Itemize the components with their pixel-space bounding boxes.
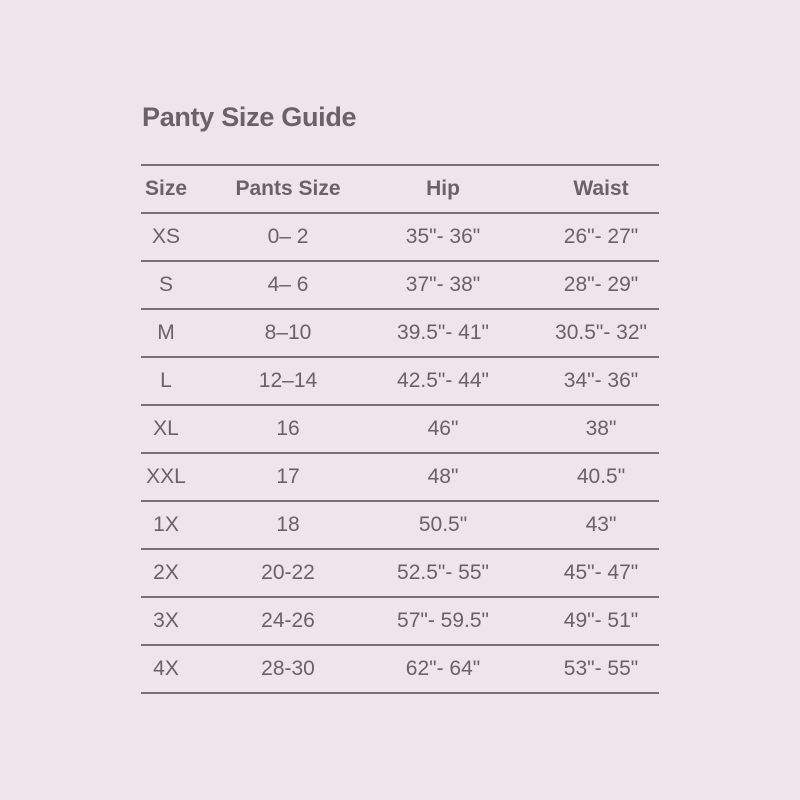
cell-size: 4X bbox=[153, 657, 179, 680]
size-table: Size Pants Size Hip Waist XS 0– 2 35"- 36"… bbox=[141, 164, 659, 694]
table-row: XXL 17 48" 40.5" bbox=[141, 452, 659, 500]
table-row: L 12–14 42.5"- 44" 34"- 36" bbox=[141, 356, 659, 404]
table-row: S 4– 6 37"- 38" 28"- 29" bbox=[141, 260, 659, 308]
header-size: Size bbox=[144, 177, 188, 200]
cell-waist: 38" bbox=[585, 417, 617, 440]
cell-hip: 52.5"- 55" bbox=[397, 561, 489, 584]
cell-size: M bbox=[157, 321, 175, 344]
cell-pants-size: 24-26 bbox=[261, 609, 315, 632]
cell-pants-size: 4– 6 bbox=[267, 273, 309, 296]
cell-hip: 50.5" bbox=[418, 513, 468, 536]
cell-hip: 35"- 36" bbox=[405, 225, 481, 248]
cell-size: XL bbox=[153, 417, 179, 440]
cell-pants-size: 28-30 bbox=[261, 657, 315, 680]
header-waist: Waist bbox=[573, 177, 629, 200]
cell-pants-size: 0– 2 bbox=[267, 225, 309, 248]
cell-hip: 39.5"- 41" bbox=[397, 321, 489, 344]
cell-pants-size: 17 bbox=[276, 465, 300, 488]
cell-waist: 34"- 36" bbox=[563, 369, 639, 392]
table-row: XL 16 46" 38" bbox=[141, 404, 659, 452]
cell-hip: 62"- 64" bbox=[405, 657, 481, 680]
cell-pants-size: 18 bbox=[276, 513, 300, 536]
table-header-row: Size Pants Size Hip Waist bbox=[141, 164, 659, 212]
cell-waist: 28"- 29" bbox=[563, 273, 639, 296]
cell-waist: 45"- 47" bbox=[563, 561, 639, 584]
cell-size: S bbox=[158, 273, 174, 296]
cell-waist: 40.5" bbox=[576, 465, 626, 488]
header-pants-size: Pants Size bbox=[235, 177, 341, 200]
table-row: 2X 20-22 52.5"- 55" 45"- 47" bbox=[141, 548, 659, 596]
cell-size: XS bbox=[151, 225, 181, 248]
cell-hip: 48" bbox=[427, 465, 459, 488]
table-row: XS 0– 2 35"- 36" 26"- 27" bbox=[141, 212, 659, 260]
cell-size: L bbox=[160, 369, 172, 392]
cell-pants-size: 16 bbox=[276, 417, 300, 440]
cell-waist: 49"- 51" bbox=[563, 609, 639, 632]
table-row: 4X 28-30 62"- 64" 53"- 55" bbox=[141, 644, 659, 694]
cell-hip: 46" bbox=[427, 417, 459, 440]
cell-waist: 53"- 55" bbox=[563, 657, 639, 680]
table-row: M 8–10 39.5"- 41" 30.5"- 32" bbox=[141, 308, 659, 356]
table-row: 3X 24-26 57"- 59.5" 49"- 51" bbox=[141, 596, 659, 644]
cell-size: 3X bbox=[153, 609, 179, 632]
cell-pants-size: 8–10 bbox=[264, 321, 312, 344]
header-hip: Hip bbox=[426, 177, 460, 200]
cell-pants-size: 12–14 bbox=[258, 369, 318, 392]
cell-size: XXL bbox=[146, 465, 186, 488]
cell-size: 1X bbox=[153, 513, 179, 536]
page-title: Panty Size Guide bbox=[142, 102, 357, 132]
cell-pants-size: 20-22 bbox=[261, 561, 315, 584]
cell-waist: 43" bbox=[585, 513, 617, 536]
cell-hip: 57"- 59.5" bbox=[397, 609, 489, 632]
cell-waist: 26"- 27" bbox=[563, 225, 639, 248]
cell-hip: 42.5"- 44" bbox=[397, 369, 489, 392]
table-row: 1X 18 50.5" 43" bbox=[141, 500, 659, 548]
cell-hip: 37"- 38" bbox=[405, 273, 481, 296]
cell-waist: 30.5"- 32" bbox=[555, 321, 647, 344]
cell-size: 2X bbox=[153, 561, 179, 584]
